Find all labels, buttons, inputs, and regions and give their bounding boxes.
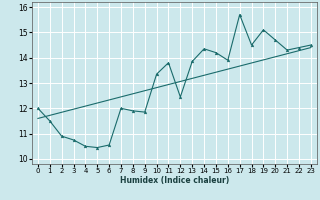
X-axis label: Humidex (Indice chaleur): Humidex (Indice chaleur) [120,176,229,185]
